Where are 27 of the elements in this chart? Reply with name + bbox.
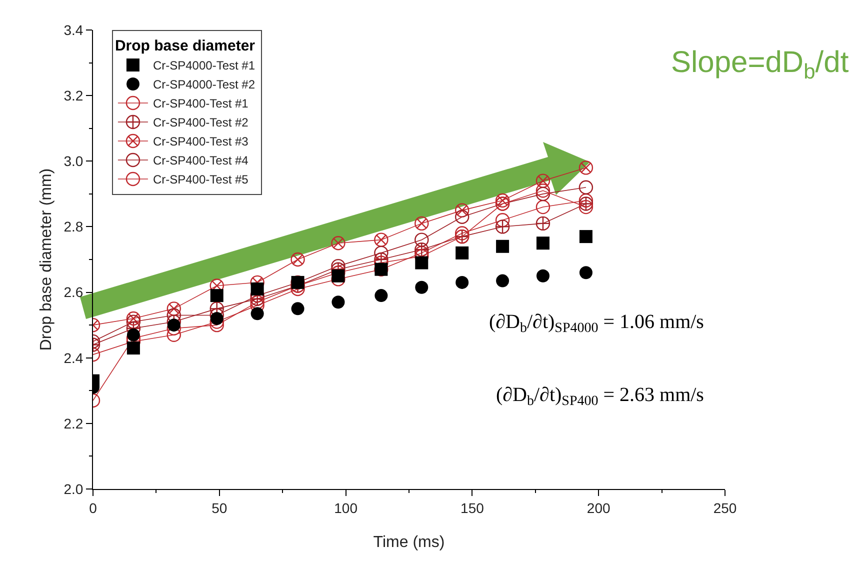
y-tick-label: 3.0 — [64, 153, 84, 170]
x-tick-label: 150 — [460, 500, 484, 516]
y-tick-label: 2.8 — [64, 218, 84, 235]
legend-label: Cr-SP400-Test #5 — [152, 172, 249, 187]
legend-label: Cr-SP400-Test #4 — [152, 154, 249, 168]
x-tick-label: 50 — [212, 500, 228, 516]
y-tick-label: 3.4 — [64, 22, 84, 38]
legend-label: Cr-SP4000-Test #1 — [152, 58, 256, 73]
legend-label: Cr-SP400-Test #3 — [152, 134, 249, 149]
x-tick-label: 100 — [334, 500, 358, 516]
legend-label: Cr-SP4000-Test #2 — [152, 78, 256, 92]
legend-label: Cr-SP400-Test #2 — [152, 116, 249, 130]
x-tick-label: 250 — [713, 500, 737, 516]
y-axis-title: Drop base diameter (mm) — [38, 168, 55, 351]
annotation: Slope=dD$_{b}$/dt — [671, 46, 850, 84]
x-tick-label: 0 — [89, 500, 98, 516]
y-tick-label: 2.0 — [64, 480, 84, 497]
y-tick-label: 2.6 — [64, 284, 84, 300]
y-tick-label: 3.2 — [64, 87, 84, 104]
y-tick-label: 2.4 — [64, 350, 84, 366]
x-tick-label: 200 — [586, 500, 610, 516]
legend-label: Cr-SP400-Test #1 — [152, 96, 249, 111]
legend-title: Drop base diameter — [114, 38, 256, 54]
y-tick-label: 2.2 — [64, 415, 84, 432]
annotation: (∂D$_{b}$/∂t)$_{SP400}$ = 2.63 mm/s — [496, 384, 704, 410]
x-axis-title: Time (ms) — [373, 534, 445, 551]
annotation: (∂D$_{b}$/∂t)$_{SP4000}$ = 1.06 mm/s — [489, 311, 704, 336]
